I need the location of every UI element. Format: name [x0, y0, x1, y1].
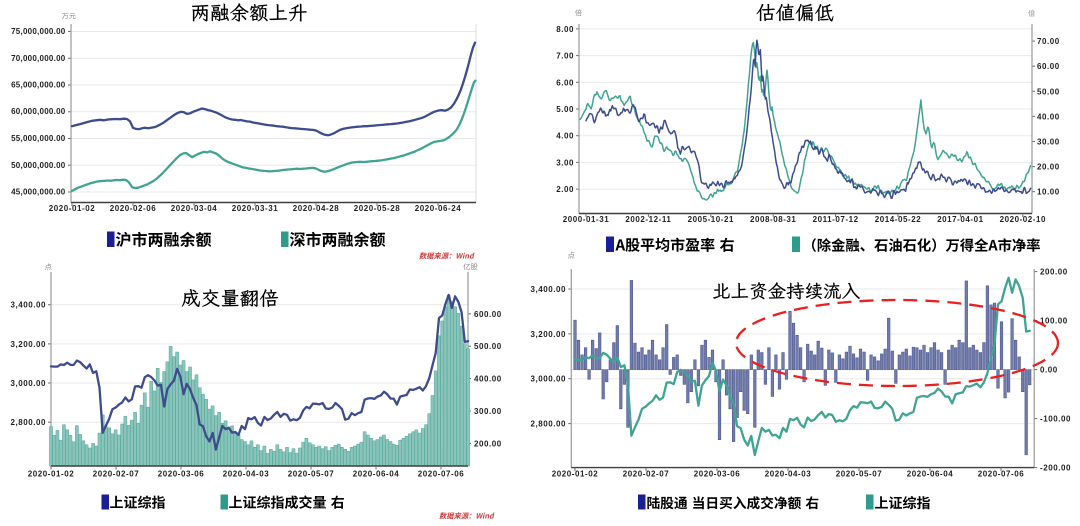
- svg-text:2005-10-21: 2005-10-21: [688, 215, 734, 224]
- svg-text:2020-02-07: 2020-02-07: [623, 470, 669, 479]
- svg-text:2,800.00: 2,800.00: [10, 418, 46, 427]
- svg-text:3.00: 3.00: [556, 158, 574, 167]
- svg-text:200.00: 200.00: [1040, 268, 1068, 277]
- svg-text:50.00: 50.00: [1037, 87, 1060, 96]
- svg-text:400.00: 400.00: [474, 375, 502, 384]
- svg-text:2011-07-12: 2011-07-12: [813, 215, 859, 224]
- svg-text:2017-04-01: 2017-04-01: [937, 215, 983, 224]
- svg-text:100.00: 100.00: [1040, 317, 1068, 326]
- svg-text:2020-05-07: 2020-05-07: [836, 470, 882, 479]
- svg-text:5.00: 5.00: [556, 105, 574, 114]
- svg-text:2020-01-02: 2020-01-02: [28, 470, 74, 479]
- svg-text:70.00: 70.00: [1037, 37, 1060, 46]
- svg-text:70,000,000.00: 70,000,000.00: [11, 54, 66, 63]
- svg-text:2020-07-06: 2020-07-06: [418, 470, 464, 479]
- svg-text:3,200.00: 3,200.00: [530, 330, 566, 339]
- svg-text:55,000,000.00: 55,000,000.00: [11, 134, 66, 143]
- svg-text:2020-06-04: 2020-06-04: [907, 470, 953, 479]
- svg-text:3,000.00: 3,000.00: [10, 379, 46, 388]
- svg-text:2020-02-10: 2020-02-10: [1000, 215, 1046, 224]
- svg-text:-100.00: -100.00: [1040, 415, 1071, 424]
- svg-text:10.00: 10.00: [1037, 188, 1060, 197]
- svg-text:2014-05-22: 2014-05-22: [875, 215, 921, 224]
- svg-text:2020-01-02: 2020-01-02: [49, 204, 95, 213]
- svg-text:2020-04-03: 2020-04-03: [765, 470, 811, 479]
- svg-text:2020-01-02: 2020-01-02: [552, 470, 598, 479]
- svg-text:2,800.00: 2,800.00: [530, 420, 566, 429]
- svg-text:2020-03-06: 2020-03-06: [694, 470, 740, 479]
- svg-text:0.00: 0.00: [1040, 366, 1058, 375]
- svg-text:2020-02-06: 2020-02-06: [110, 204, 156, 213]
- svg-text:2020-05-28: 2020-05-28: [354, 204, 400, 213]
- svg-text:30.00: 30.00: [1037, 138, 1060, 147]
- svg-text:2008-08-31: 2008-08-31: [750, 215, 796, 224]
- svg-text:2.00: 2.00: [556, 185, 574, 194]
- svg-text:20.00: 20.00: [1037, 163, 1060, 172]
- svg-text:2020-03-31: 2020-03-31: [232, 204, 278, 213]
- svg-text:3,200.00: 3,200.00: [10, 340, 46, 349]
- svg-text:65,000,000.00: 65,000,000.00: [11, 81, 66, 90]
- svg-text:2020-04-28: 2020-04-28: [293, 204, 339, 213]
- svg-text:4.00: 4.00: [556, 132, 574, 141]
- svg-text:2002-12-11: 2002-12-11: [625, 215, 671, 224]
- svg-text:45,000,000.00: 45,000,000.00: [11, 188, 66, 197]
- svg-text:6.00: 6.00: [556, 78, 574, 87]
- svg-text:2020-04-03: 2020-04-03: [223, 470, 269, 479]
- svg-text:60,000,000.00: 60,000,000.00: [11, 107, 66, 116]
- svg-text:-200.00: -200.00: [1040, 464, 1071, 473]
- svg-text:60.00: 60.00: [1037, 62, 1060, 71]
- svg-text:8.00: 8.00: [556, 25, 574, 34]
- svg-text:2020-02-07: 2020-02-07: [93, 470, 139, 479]
- svg-text:2020-06-04: 2020-06-04: [353, 470, 399, 479]
- svg-text:2020-06-24: 2020-06-24: [415, 204, 461, 213]
- svg-text:3,000.00: 3,000.00: [530, 375, 566, 384]
- svg-text:600.00: 600.00: [474, 310, 502, 319]
- svg-text:2000-01-31: 2000-01-31: [563, 215, 609, 224]
- svg-text:40.00: 40.00: [1037, 112, 1060, 121]
- svg-text:300.00: 300.00: [474, 407, 502, 416]
- svg-text:50,000,000.00: 50,000,000.00: [11, 161, 66, 170]
- svg-text:75,000,000.00: 75,000,000.00: [11, 27, 66, 36]
- svg-text:200.00: 200.00: [474, 439, 502, 448]
- svg-text:2020-07-06: 2020-07-06: [978, 470, 1024, 479]
- svg-text:2020-05-07: 2020-05-07: [288, 470, 334, 479]
- svg-text:500.00: 500.00: [474, 342, 502, 351]
- svg-text:7.00: 7.00: [556, 52, 574, 61]
- svg-text:3,400.00: 3,400.00: [530, 285, 566, 294]
- svg-text:2020-03-04: 2020-03-04: [171, 204, 217, 213]
- svg-text:3,400.00: 3,400.00: [10, 301, 46, 310]
- svg-text:2020-03-06: 2020-03-06: [158, 470, 204, 479]
